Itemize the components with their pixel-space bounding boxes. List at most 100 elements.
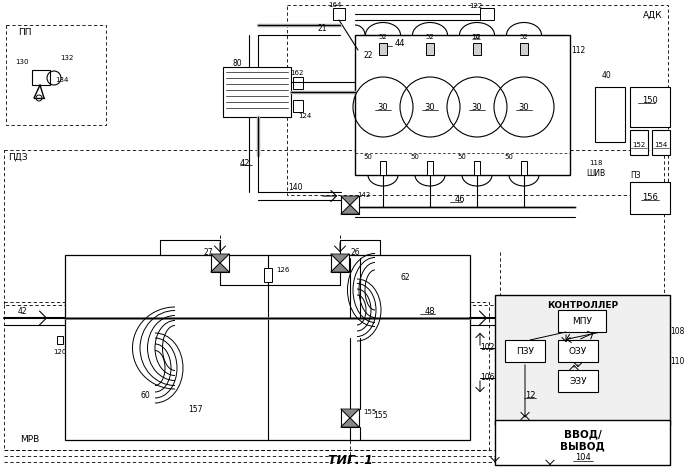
Text: 112: 112	[571, 46, 585, 55]
Text: 164: 164	[329, 2, 342, 8]
Text: 27: 27	[203, 247, 212, 256]
Text: 118: 118	[589, 160, 603, 166]
Bar	[495, 420, 670, 465]
Text: 120: 120	[53, 349, 66, 355]
Text: 30: 30	[425, 102, 435, 111]
Text: 46: 46	[454, 195, 466, 204]
Polygon shape	[331, 263, 349, 272]
Bar	[558, 310, 606, 332]
Text: 130: 130	[15, 59, 29, 65]
Text: 124: 124	[298, 113, 312, 119]
Bar	[379, 43, 387, 55]
Bar	[427, 161, 433, 175]
Text: КОНТРОЛЛЕР: КОНТРОЛЛЕР	[547, 301, 618, 310]
Bar	[341, 196, 359, 214]
Bar	[630, 130, 648, 155]
Text: 42: 42	[240, 158, 250, 167]
Text: 80: 80	[232, 58, 242, 67]
Bar	[480, 8, 494, 20]
Bar	[293, 77, 303, 89]
Text: МРВ: МРВ	[20, 435, 39, 444]
Text: 10: 10	[472, 34, 480, 40]
Text: 155: 155	[373, 410, 387, 419]
Text: 30: 30	[472, 102, 482, 111]
Text: 126: 126	[276, 267, 289, 273]
Bar	[380, 161, 386, 175]
Text: 21: 21	[317, 24, 326, 33]
Bar	[630, 87, 670, 127]
Text: 42: 42	[17, 308, 27, 317]
Bar	[558, 340, 598, 362]
Text: 155: 155	[363, 409, 377, 415]
Bar	[287, 5, 668, 195]
Text: 102: 102	[480, 344, 494, 353]
Text: ПЗ: ПЗ	[630, 171, 641, 180]
Bar	[652, 130, 670, 155]
Text: 152: 152	[633, 142, 646, 148]
Bar	[333, 8, 345, 20]
Text: 122: 122	[469, 3, 482, 9]
Text: 150: 150	[642, 95, 658, 104]
Text: ПДЗ: ПДЗ	[8, 153, 28, 162]
Text: 110: 110	[670, 357, 684, 366]
Text: ШИВ: ШИВ	[586, 168, 605, 177]
Text: ΤИГ. 1: ΤИГ. 1	[328, 455, 373, 467]
Bar	[4, 150, 664, 305]
Polygon shape	[341, 205, 359, 214]
Text: 26: 26	[350, 247, 360, 256]
Text: 134: 134	[55, 77, 69, 83]
Polygon shape	[211, 254, 229, 263]
Polygon shape	[211, 263, 229, 272]
Polygon shape	[341, 196, 359, 205]
Bar	[426, 43, 434, 55]
Text: МПУ: МПУ	[572, 317, 592, 326]
Polygon shape	[341, 409, 359, 418]
Bar	[521, 161, 527, 175]
Bar	[341, 409, 359, 427]
Text: 50: 50	[410, 154, 419, 160]
Polygon shape	[331, 254, 349, 263]
Text: 44: 44	[395, 38, 405, 47]
Text: ЭЗУ: ЭЗУ	[569, 376, 587, 385]
Text: 12: 12	[525, 391, 535, 400]
Text: 140: 140	[288, 182, 302, 191]
Text: 142: 142	[357, 192, 370, 198]
Text: 106: 106	[480, 374, 494, 383]
Bar	[6, 25, 106, 125]
Text: 52: 52	[379, 34, 387, 40]
Bar	[223, 67, 291, 117]
Text: 154: 154	[654, 142, 668, 148]
Polygon shape	[341, 418, 359, 427]
Text: 104: 104	[575, 454, 591, 463]
Text: 60: 60	[140, 391, 150, 400]
Text: 132: 132	[60, 55, 73, 61]
Text: 52: 52	[473, 34, 482, 40]
Text: ПЗУ: ПЗУ	[516, 346, 534, 356]
Text: 22: 22	[363, 51, 373, 60]
Bar	[474, 161, 480, 175]
Text: 62: 62	[401, 273, 410, 283]
Bar	[355, 35, 570, 175]
Text: 157: 157	[188, 405, 202, 414]
Text: 50: 50	[505, 154, 514, 160]
Bar	[211, 254, 229, 272]
Text: 156: 156	[642, 193, 658, 202]
Bar	[4, 302, 489, 450]
Text: 30: 30	[377, 102, 389, 111]
Text: ВЫВОД: ВЫВОД	[560, 441, 605, 451]
Bar	[505, 340, 545, 362]
Text: АДК: АДК	[643, 11, 663, 20]
Bar	[630, 182, 670, 214]
Bar	[32, 70, 50, 85]
Bar	[520, 43, 528, 55]
Text: 50: 50	[363, 154, 373, 160]
Bar	[558, 370, 598, 392]
Text: ВВОД/: ВВОД/	[563, 429, 601, 439]
Bar	[331, 254, 349, 272]
Text: 108: 108	[670, 328, 684, 337]
Text: 50: 50	[458, 154, 466, 160]
Text: 30: 30	[519, 102, 529, 111]
Bar	[65, 255, 470, 440]
Text: 52: 52	[426, 34, 434, 40]
Bar	[473, 43, 481, 55]
